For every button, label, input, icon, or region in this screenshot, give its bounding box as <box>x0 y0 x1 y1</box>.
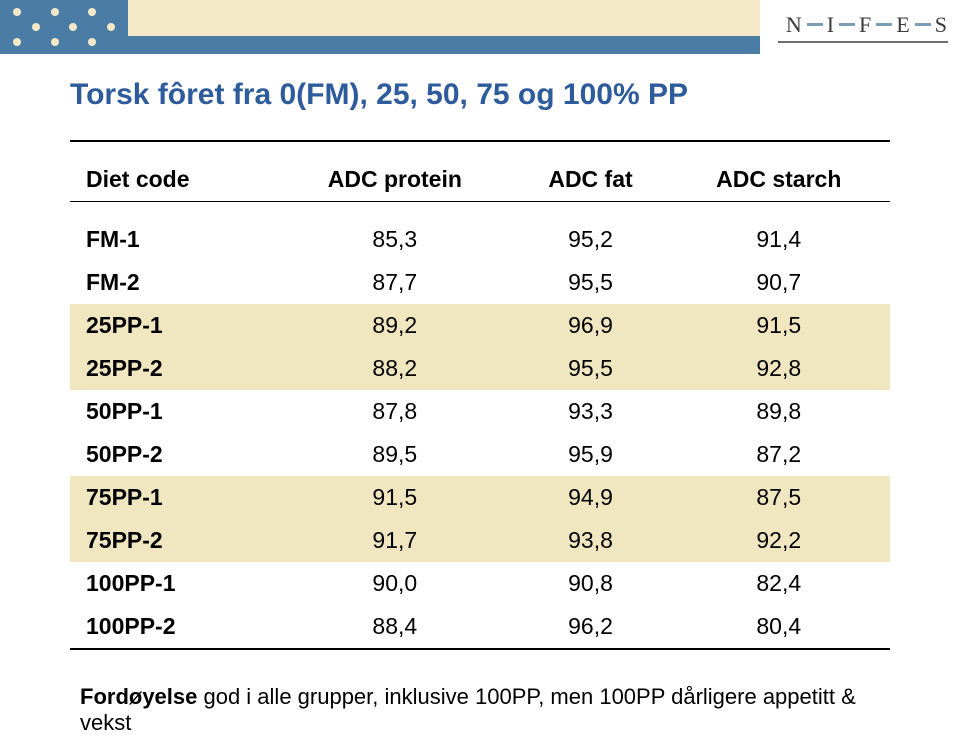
table-cell: 90,7 <box>668 261 890 304</box>
table-cell: 93,8 <box>513 519 667 562</box>
header-dot <box>51 38 59 46</box>
header-band-blue <box>128 36 760 54</box>
table-row: 25PP-189,296,991,5 <box>70 304 890 347</box>
table-cell: 87,2 <box>668 433 890 476</box>
table-cell: 95,2 <box>513 218 667 261</box>
header-dot <box>69 23 77 31</box>
slide-title: Torsk fôret fra 0(FM), 25, 50, 75 og 100… <box>70 78 890 112</box>
header-band-cream <box>128 0 760 36</box>
table-cell: 88,2 <box>276 347 513 390</box>
table-cell: 89,2 <box>276 304 513 347</box>
table-cell: 75PP-1 <box>70 476 276 519</box>
header-dot <box>32 38 40 46</box>
header-dot <box>69 38 77 46</box>
table-row: 75PP-291,793,892,2 <box>70 519 890 562</box>
header-dot <box>88 23 96 31</box>
header-dot <box>13 23 21 31</box>
table-cell: 50PP-1 <box>70 390 276 433</box>
logo-letter: S <box>935 12 948 38</box>
table-cell: 93,3 <box>513 390 667 433</box>
table-cell: 91,5 <box>276 476 513 519</box>
table-cell: 91,5 <box>668 304 890 347</box>
logo-letter: N <box>786 12 803 38</box>
table-cell: 95,9 <box>513 433 667 476</box>
table-cell: 92,8 <box>668 347 890 390</box>
logo-dash <box>839 23 855 26</box>
table-row: FM-287,795,590,7 <box>70 261 890 304</box>
header-dot <box>69 8 77 16</box>
footnote-bold: Fordøyelse <box>80 684 197 709</box>
table-cell: 87,8 <box>276 390 513 433</box>
footnote: Fordøyelse god i alle grupper, inklusive… <box>70 684 890 736</box>
table-header-cell: Diet code <box>70 158 276 202</box>
table-cell: 90,0 <box>276 562 513 605</box>
table-cell: 89,5 <box>276 433 513 476</box>
table-cell: 88,4 <box>276 605 513 649</box>
table-cell: 75PP-2 <box>70 519 276 562</box>
table-cell: 100PP-2 <box>70 605 276 649</box>
logo-letter: F <box>859 12 872 38</box>
table-cell: 94,9 <box>513 476 667 519</box>
table-cell: 91,4 <box>668 218 890 261</box>
table-header-cell: ADC fat <box>513 158 667 202</box>
table-row: 50PP-289,595,987,2 <box>70 433 890 476</box>
table-cell: FM-2 <box>70 261 276 304</box>
logo-dash <box>876 23 892 26</box>
table-cell: 25PP-1 <box>70 304 276 347</box>
table-cell: 85,3 <box>276 218 513 261</box>
header-dot <box>13 8 21 16</box>
table-cell: 87,5 <box>668 476 890 519</box>
header-dot <box>51 8 59 16</box>
header-dot <box>107 23 115 31</box>
table-cell: 96,2 <box>513 605 667 649</box>
table-cell: FM-1 <box>70 218 276 261</box>
header-dot <box>107 8 115 16</box>
table-cell: 50PP-2 <box>70 433 276 476</box>
table-cell: 95,5 <box>513 347 667 390</box>
logo-letter: E <box>896 12 910 38</box>
header-dot <box>32 23 40 31</box>
table-cell: 100PP-1 <box>70 562 276 605</box>
header-dot <box>51 23 59 31</box>
table-row: 25PP-288,295,592,8 <box>70 347 890 390</box>
table-cell: 82,4 <box>668 562 890 605</box>
table-row: 100PP-288,496,280,4 <box>70 605 890 649</box>
table-header-cell: ADC protein <box>276 158 513 202</box>
table-cell: 90,8 <box>513 562 667 605</box>
slide-content: Torsk fôret fra 0(FM), 25, 50, 75 og 100… <box>0 54 960 736</box>
header-bar: NIFES <box>0 0 960 54</box>
logo-dash <box>915 23 931 26</box>
logo-dash <box>807 23 823 26</box>
table-cell: 25PP-2 <box>70 347 276 390</box>
header-dot <box>88 8 96 16</box>
table-row: 100PP-190,090,882,4 <box>70 562 890 605</box>
nifes-logo: NIFES <box>760 0 960 54</box>
table-cell: 95,5 <box>513 261 667 304</box>
table-cell: 89,8 <box>668 390 890 433</box>
table-header-cell: ADC starch <box>668 158 890 202</box>
header-dot <box>13 38 21 46</box>
table-row: FM-185,395,291,4 <box>70 218 890 261</box>
table-cell: 91,7 <box>276 519 513 562</box>
table-cell: 80,4 <box>668 605 890 649</box>
logo-letters: NIFES <box>786 12 948 38</box>
table-row: 75PP-191,594,987,5 <box>70 476 890 519</box>
table-row: 50PP-187,893,389,8 <box>70 390 890 433</box>
header-bands <box>128 0 760 54</box>
footnote-rest: god i alle grupper, inklusive 100PP, men… <box>80 684 856 735</box>
adc-table: Diet codeADC proteinADC fatADC starch FM… <box>70 140 890 666</box>
table-cell: 96,9 <box>513 304 667 347</box>
table-cell: 92,2 <box>668 519 890 562</box>
logo-letter: I <box>827 12 835 38</box>
table-cell: 87,7 <box>276 261 513 304</box>
logo-underline <box>778 41 948 43</box>
header-dot <box>88 38 96 46</box>
header-dot <box>107 38 115 46</box>
header-dots <box>0 0 128 54</box>
header-dot <box>32 8 40 16</box>
